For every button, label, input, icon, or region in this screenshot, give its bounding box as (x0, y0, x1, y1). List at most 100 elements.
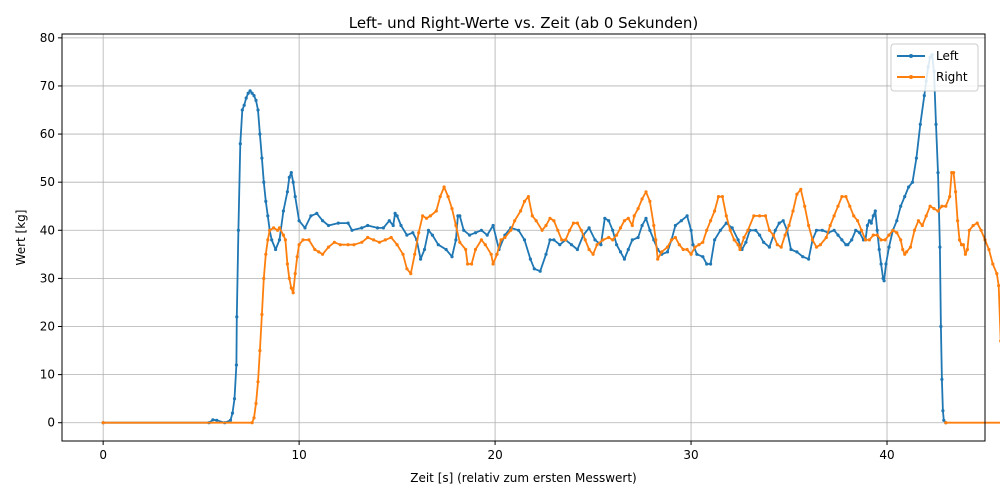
data-point-left (630, 238, 634, 242)
data-point-right (867, 238, 872, 242)
data-point-left (773, 228, 777, 232)
data-point-left (622, 257, 627, 261)
data-point-right (450, 207, 454, 211)
y-tick-label: 10 (40, 368, 55, 382)
data-point-right (587, 247, 591, 252)
data-point-right (775, 243, 779, 247)
data-point-right (630, 223, 634, 228)
data-point-right (458, 240, 462, 244)
data-point-right (258, 349, 262, 353)
data-point-right (618, 226, 623, 230)
data-point-right (301, 238, 305, 242)
data-point-left (215, 418, 219, 422)
y-tick-label: 60 (40, 127, 55, 141)
data-point-left (907, 185, 911, 189)
data-point-left (801, 255, 805, 259)
data-point-left (887, 245, 891, 249)
data-point-right (283, 238, 287, 242)
data-point-left (281, 209, 285, 213)
x-tick-label: 10 (291, 448, 306, 462)
data-point-right (377, 240, 382, 244)
data-point-right (556, 228, 560, 232)
data-point-left (882, 279, 886, 283)
legend-marker-left (909, 54, 913, 58)
data-point-left (869, 221, 873, 225)
data-point-right (401, 252, 405, 256)
data-point-right (810, 238, 815, 242)
data-point-right (442, 185, 446, 189)
data-point-right (383, 238, 387, 242)
data-point-right (281, 233, 285, 237)
data-point-right (932, 207, 936, 211)
data-point-left (903, 195, 907, 199)
data-point-right (579, 228, 583, 232)
data-point-right (685, 247, 689, 252)
data-point-right (952, 171, 956, 175)
x-axis-label: Zeit [s] (relativ zum ersten Messwert) (410, 471, 637, 485)
data-point-right (654, 238, 658, 242)
data-point-left (254, 98, 258, 102)
data-point-left (762, 240, 766, 244)
data-point-left (277, 238, 282, 242)
data-point-left (936, 171, 940, 175)
data-point-right (626, 216, 630, 220)
data-point-left (309, 214, 313, 218)
data-point-right (895, 231, 899, 235)
data-point-right (266, 238, 270, 242)
data-point-right (758, 214, 762, 218)
data-point-left (607, 219, 611, 223)
data-point-right (491, 262, 495, 266)
data-point-right (848, 204, 852, 208)
series-right (101, 171, 1000, 425)
data-point-right (317, 250, 321, 254)
data-point-right (583, 238, 587, 242)
data-point-right (916, 219, 921, 223)
data-point-left (615, 243, 619, 247)
data-point-left (375, 226, 380, 230)
data-point-left (256, 108, 260, 112)
data-point-right (844, 195, 848, 199)
data-point-left (528, 257, 533, 261)
data-point-right (295, 255, 299, 259)
data-point-right (464, 247, 468, 252)
data-point-left (360, 226, 364, 230)
data-point-right (413, 252, 417, 256)
data-point-right (644, 190, 648, 194)
data-point-right (875, 233, 879, 237)
data-point-left (321, 219, 325, 223)
data-point-right (975, 221, 979, 225)
data-point-right (277, 226, 282, 230)
data-point-left (941, 409, 945, 413)
data-point-right (607, 235, 611, 240)
data-point-right (434, 209, 438, 213)
data-point-left (854, 228, 858, 232)
y-tick-label: 80 (40, 31, 55, 45)
data-point-left (709, 262, 713, 266)
data-point-right (709, 219, 713, 223)
data-point-right (571, 221, 576, 225)
data-point-left (593, 238, 597, 242)
data-point-left (326, 223, 331, 228)
data-point-right (544, 223, 548, 228)
data-point-left (287, 175, 291, 179)
data-point-left (381, 226, 385, 230)
data-point-right (540, 228, 544, 232)
data-point-right (954, 190, 958, 194)
data-point-left (832, 228, 836, 232)
plot-frame (61, 33, 986, 442)
data-point-left (910, 180, 915, 184)
data-point-left (264, 199, 268, 203)
data-point-right (285, 262, 289, 266)
data-point-right (787, 223, 791, 228)
data-point-right (421, 214, 425, 218)
series-left (101, 53, 948, 425)
data-point-right (991, 262, 995, 266)
data-point-left (260, 156, 264, 160)
data-point-right (697, 243, 701, 247)
data-point-left (436, 243, 440, 247)
data-point-left (411, 231, 415, 235)
data-point-right (260, 312, 264, 317)
data-point-left (939, 324, 943, 329)
data-point-right (522, 199, 527, 203)
data-point-left (814, 228, 819, 232)
